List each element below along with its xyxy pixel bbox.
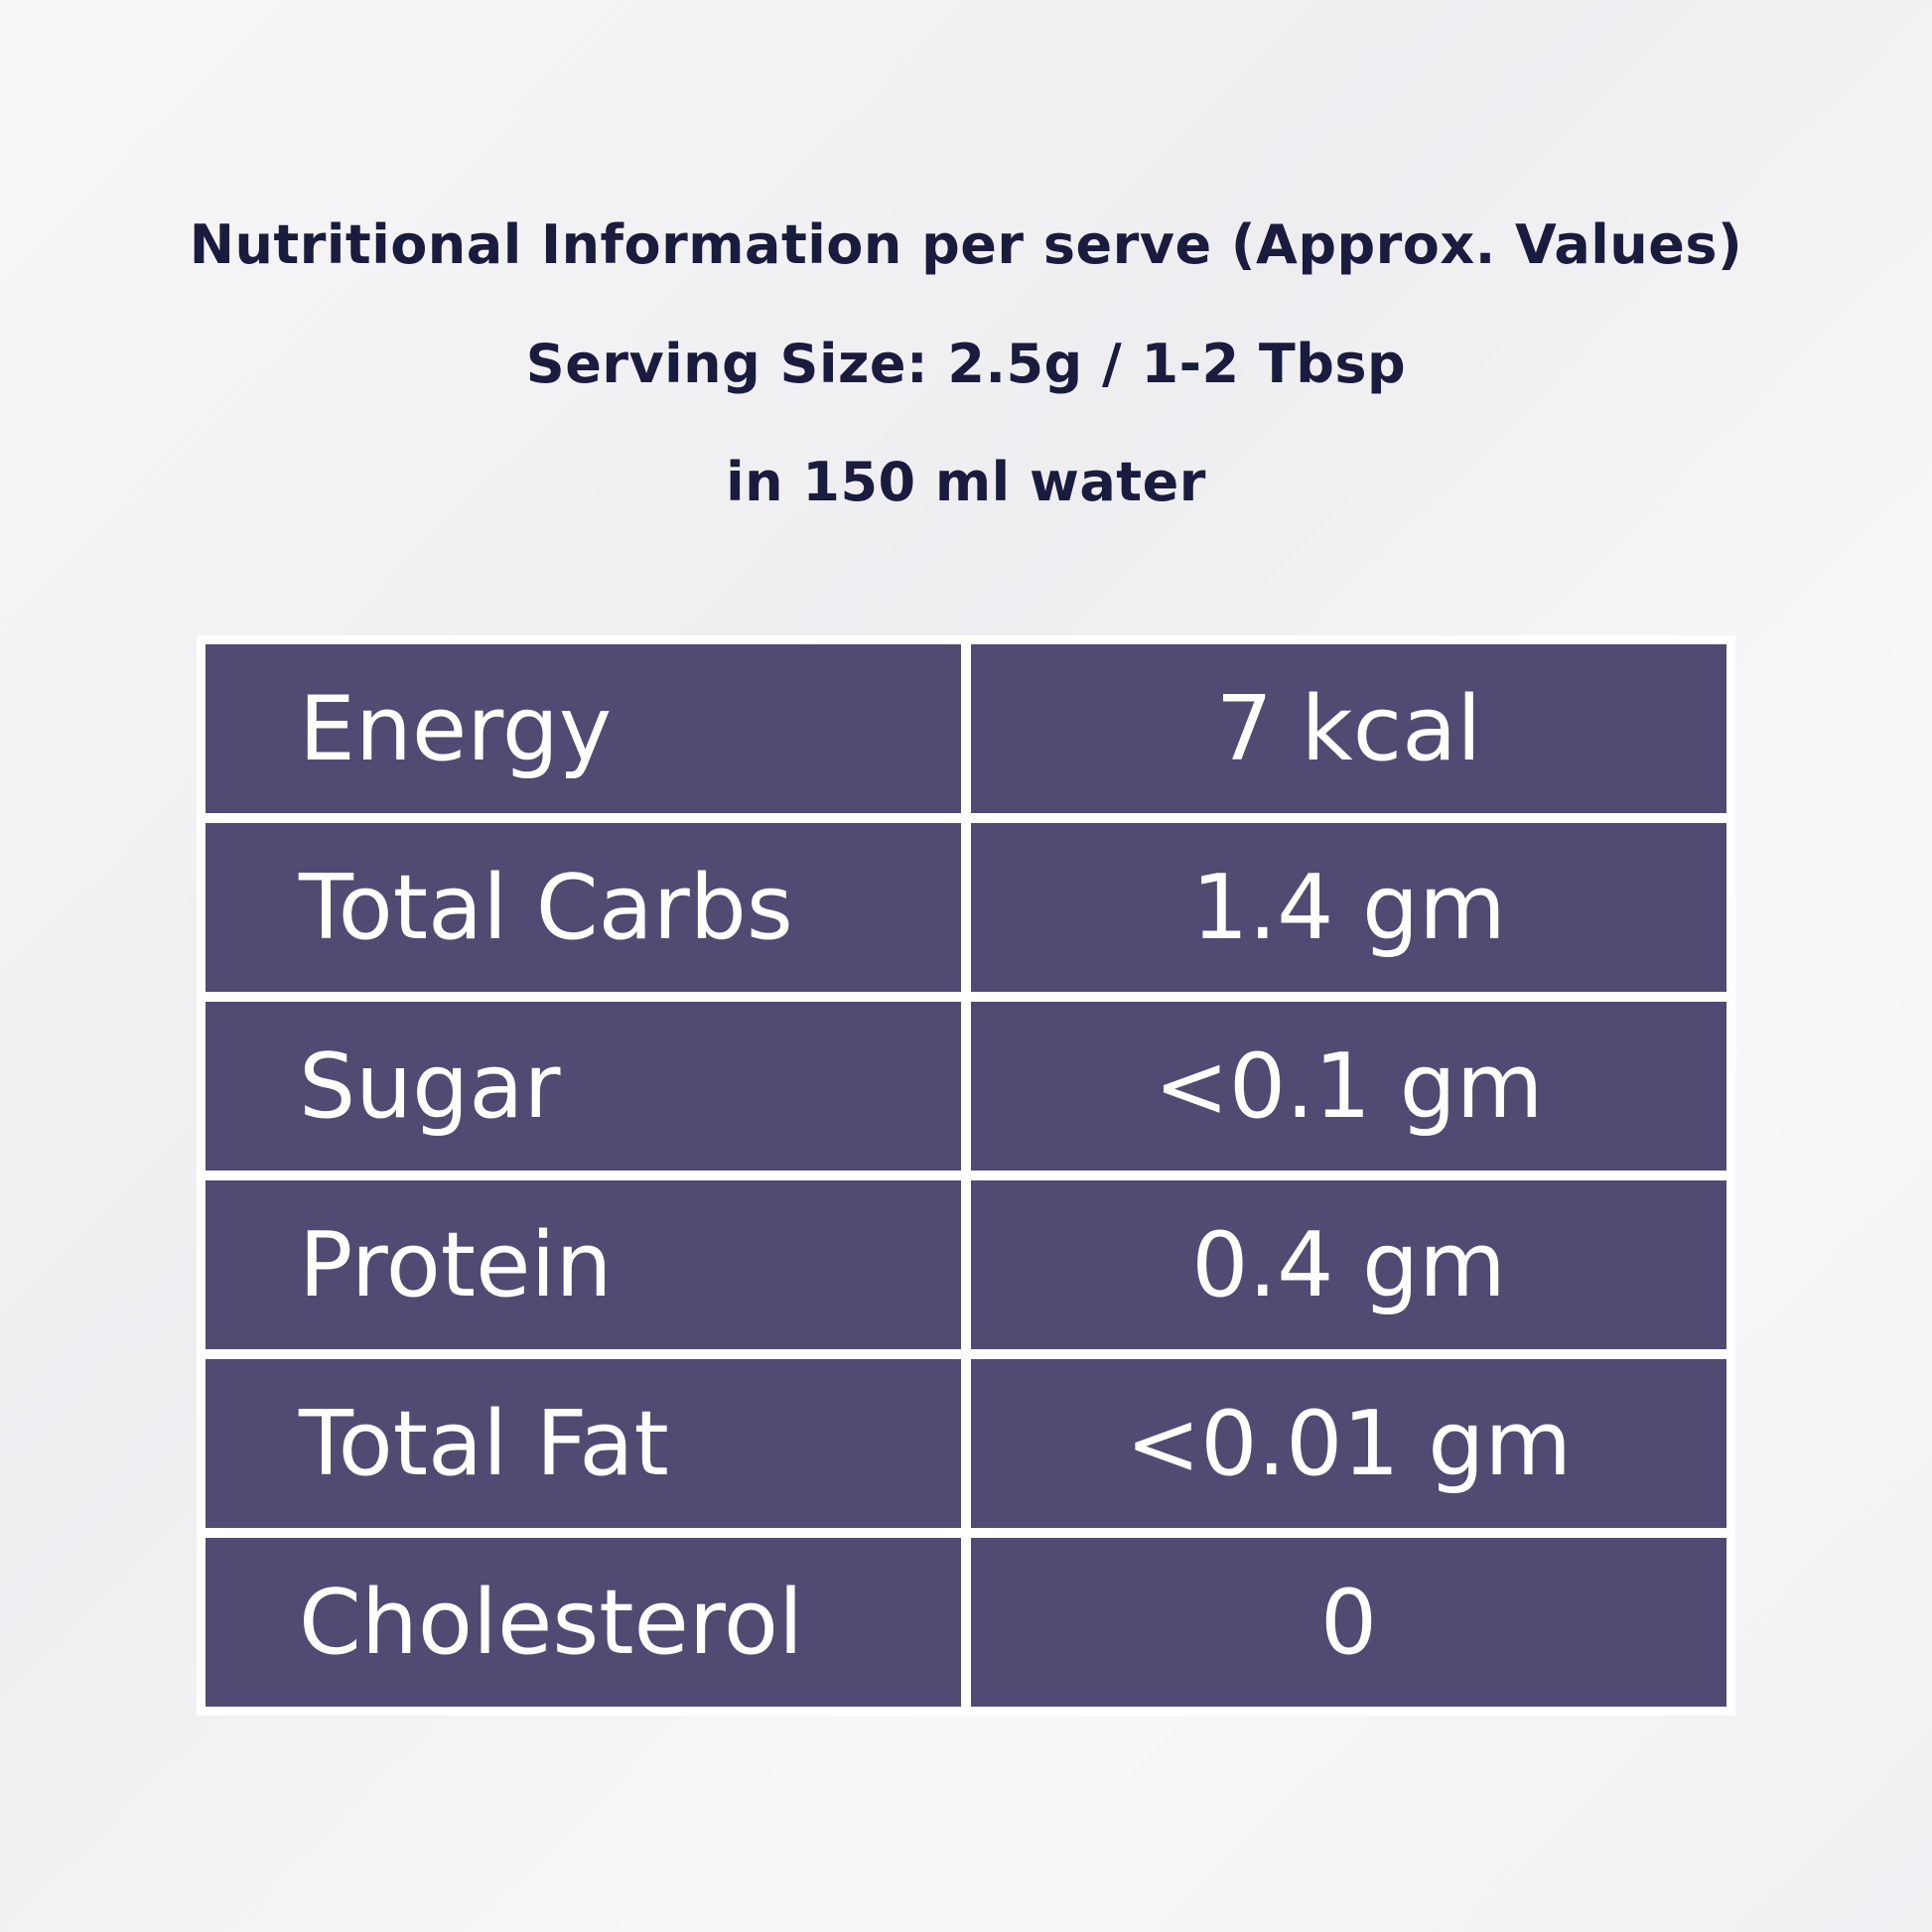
serving-size: Serving Size: 2.5g / 1-2 Tbsp [525,333,1407,395]
nutrition-table: Energy 7 kcal Total Carbs 1.4 gm Sugar <0.1… [197,635,1735,1716]
water-amount: in 150 ml water [726,451,1206,513]
table-row: Cholesterol 0 [206,1538,1726,1707]
nutrient-label: Total Fat [206,1359,961,1528]
table-row: Total Fat <0.01 gm [206,1359,1726,1528]
nutrient-value: <0.1 gm [971,1002,1726,1171]
table-row: Protein 0.4 gm [206,1180,1726,1349]
title: Nutritional Information per serve (Appro… [189,213,1743,276]
table-row: Energy 7 kcal [206,644,1726,813]
nutrient-label: Total Carbs [206,823,961,992]
nutrient-value: 0.4 gm [971,1180,1726,1349]
nutrient-label: Energy [206,644,961,813]
nutrient-value: 0 [971,1538,1726,1707]
nutrient-label: Protein [206,1180,961,1349]
nutrient-value: 1.4 gm [971,823,1726,992]
nutrient-label: Cholesterol [206,1538,961,1707]
table-row: Total Carbs 1.4 gm [206,823,1726,992]
nutrient-label: Sugar [206,1002,961,1171]
table-row: Sugar <0.1 gm [206,1002,1726,1171]
nutrient-value: 7 kcal [971,644,1726,813]
nutrient-value: <0.01 gm [971,1359,1726,1528]
